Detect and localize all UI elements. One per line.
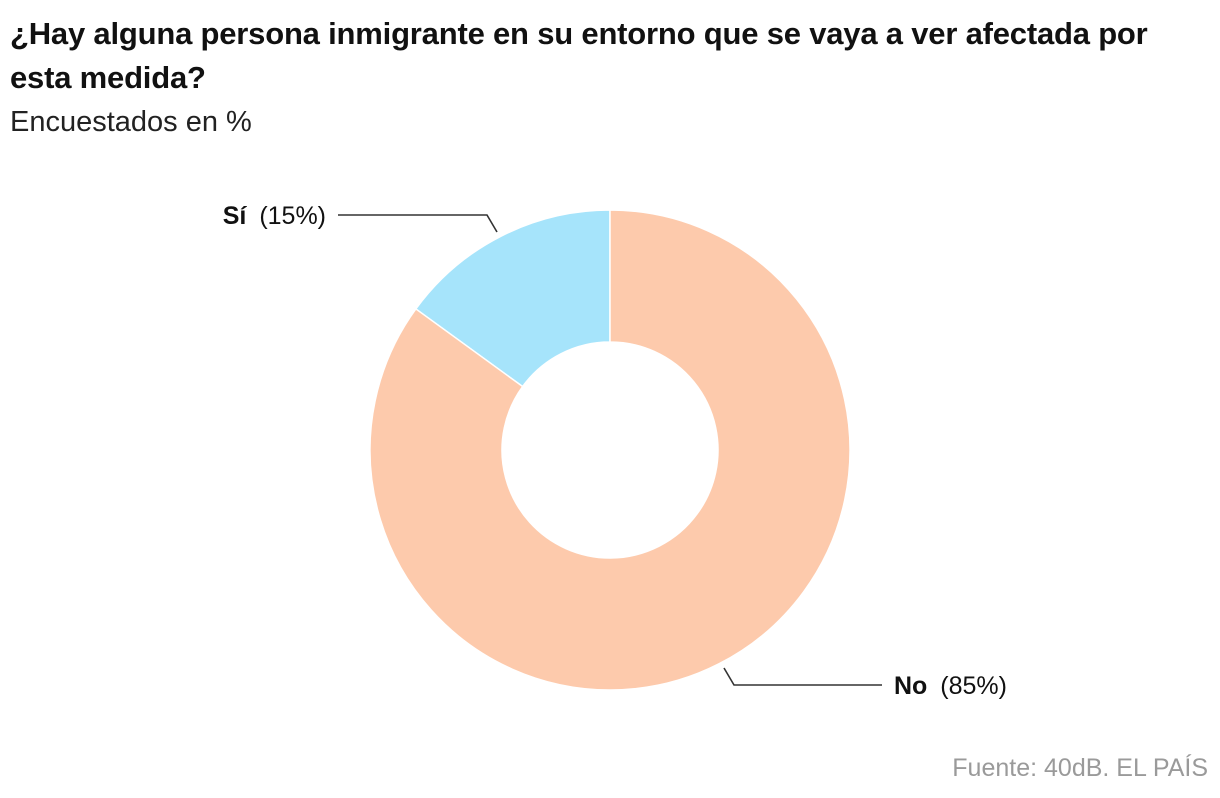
slice-label-si: Sí (15%) <box>223 202 326 230</box>
slice-leader-line-si <box>338 214 498 233</box>
source-note: Fuente: 40dB. EL PAÍS <box>952 754 1208 782</box>
slice-value-no: (85%) <box>940 672 1007 700</box>
slice-label-no: No (85%) <box>894 672 1007 700</box>
chart-title: ¿Hay alguna persona inmigrante en su ent… <box>10 16 1148 95</box>
donut-slice-no <box>369 209 851 691</box>
slice-category-si: Sí <box>223 202 248 230</box>
slice-category-no: No <box>894 672 927 700</box>
slice-leader-line-no <box>723 667 882 686</box>
donut-slice-si <box>414 209 611 388</box>
donut-slices <box>369 209 851 691</box>
chart-subtitle: Encuestados en % <box>10 106 252 138</box>
slice-value-si: (15%) <box>259 202 326 230</box>
